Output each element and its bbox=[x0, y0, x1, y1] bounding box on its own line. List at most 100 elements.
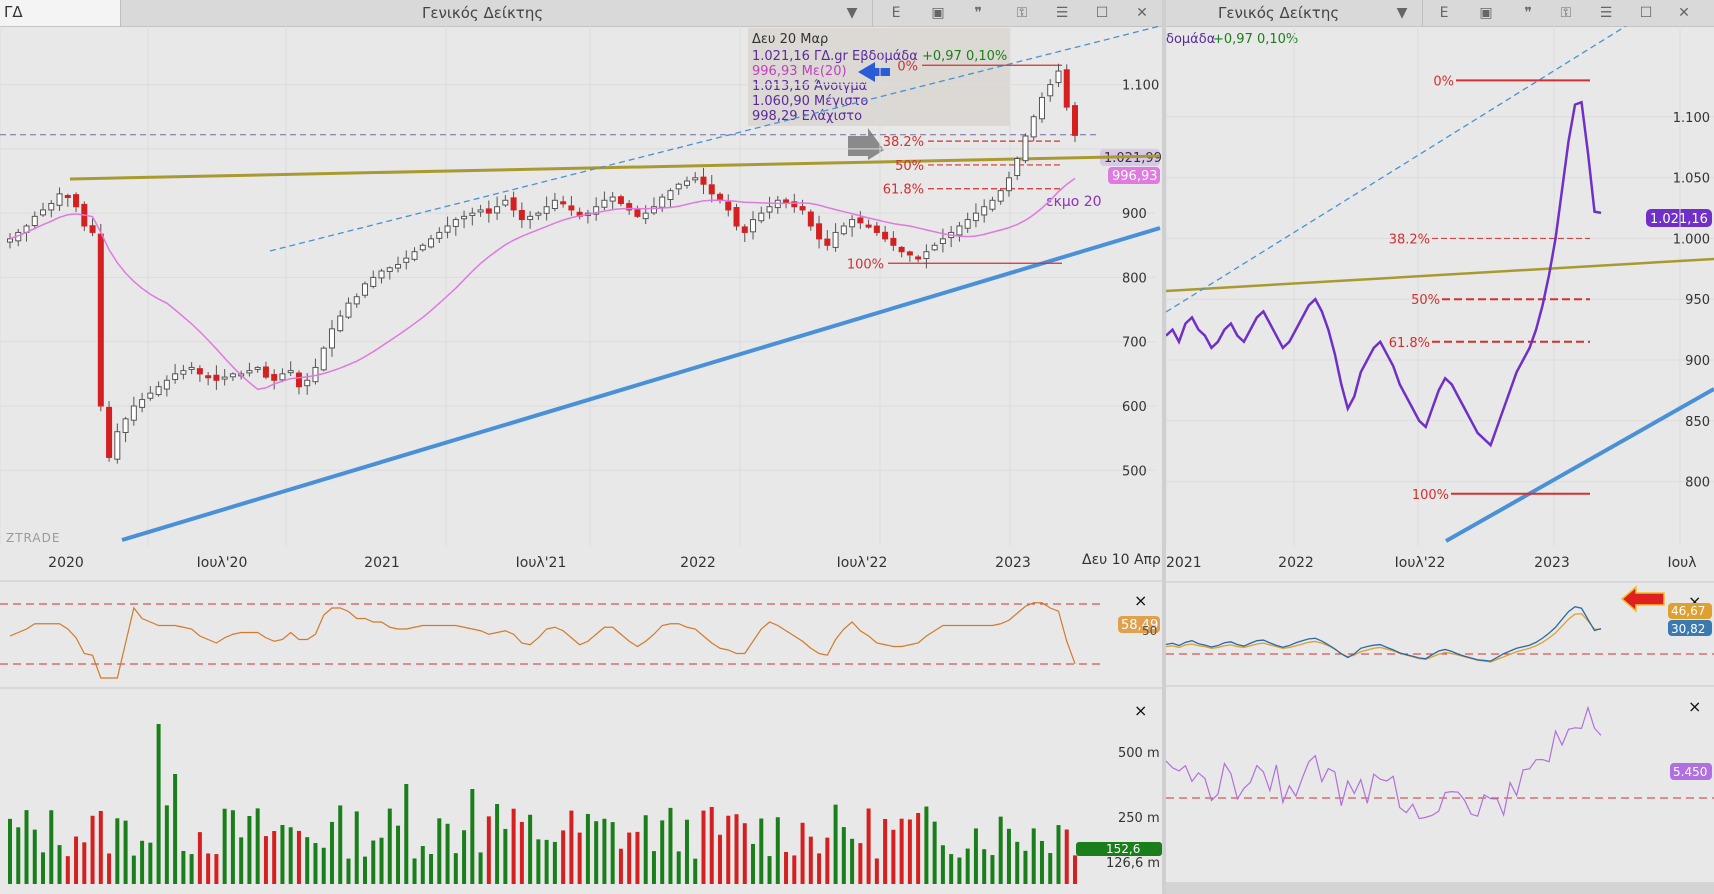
candle-body bbox=[617, 196, 624, 205]
info-open: 1.013,16 Άνοιγμα bbox=[752, 79, 867, 94]
volume-bar bbox=[387, 808, 392, 884]
chevron-down-icon[interactable]: ▼ bbox=[846, 5, 858, 21]
layout-icon[interactable]: ▣ bbox=[931, 5, 945, 21]
candle-body bbox=[997, 190, 1004, 202]
volume-bar bbox=[544, 839, 549, 884]
candle-body bbox=[518, 209, 525, 221]
volume-bar bbox=[24, 810, 29, 884]
blue-support-trendline bbox=[121, 226, 1161, 542]
candle-body bbox=[469, 212, 476, 216]
volume-bar bbox=[197, 832, 202, 884]
volume-close-icon[interactable]: × bbox=[1134, 701, 1147, 720]
window-divider[interactable] bbox=[1162, 0, 1166, 894]
maximize-icon[interactable]: ☐ bbox=[1095, 5, 1109, 21]
right-layout-icon[interactable]: ▣ bbox=[1479, 5, 1493, 21]
candle-body bbox=[609, 196, 616, 202]
gray-arrow-icon bbox=[848, 128, 884, 160]
fib-level-label: 61.8% bbox=[1389, 336, 1430, 351]
volume-bar bbox=[932, 821, 937, 884]
candle-body bbox=[700, 176, 707, 185]
info-change: +0,97 0,10% bbox=[922, 49, 1007, 64]
lock-icon[interactable]: ⚿ bbox=[1016, 5, 1028, 21]
volume-bar bbox=[16, 827, 21, 884]
right-chart-canvas[interactable]: δομάδα +0,97 0,10% 1.021,16 × 46,67 30,8… bbox=[1166, 26, 1714, 894]
candle-body bbox=[832, 231, 839, 248]
volume-bar bbox=[569, 810, 574, 884]
candle-body bbox=[337, 315, 344, 332]
right-edit-button[interactable]: E bbox=[1439, 5, 1449, 21]
bottom-scrollbar[interactable] bbox=[1166, 882, 1714, 894]
volume-bar bbox=[8, 818, 12, 884]
menu-icon[interactable]: ☰ bbox=[1055, 5, 1069, 21]
right-price-badge-bg bbox=[1646, 209, 1712, 227]
right-price-badge: 1.021,16 bbox=[1650, 212, 1708, 227]
candle-body bbox=[824, 238, 831, 246]
right-menu-icon[interactable]: ☰ bbox=[1599, 5, 1613, 21]
candle-body bbox=[139, 399, 146, 408]
volume-bar bbox=[792, 855, 797, 884]
volume-bar bbox=[82, 842, 87, 884]
candle-body bbox=[758, 212, 765, 222]
candle-body bbox=[642, 212, 649, 220]
candle-body bbox=[196, 368, 203, 375]
x-tick-label: 2021 bbox=[364, 555, 400, 571]
candle-body bbox=[213, 374, 220, 381]
right-maximize-icon[interactable]: ☐ bbox=[1639, 5, 1653, 21]
volume-bar bbox=[759, 818, 764, 884]
volume-bar bbox=[214, 854, 219, 884]
right-chevron-down-icon[interactable]: ▼ bbox=[1396, 5, 1408, 21]
symbol-tab[interactable]: ΓΔ bbox=[0, 0, 121, 26]
candle-body bbox=[304, 379, 311, 387]
right-comment-icon[interactable]: ❞ bbox=[1524, 5, 1532, 21]
close-icon[interactable]: ✕ bbox=[1136, 5, 1148, 21]
volume-bar bbox=[866, 808, 871, 884]
volume-bar bbox=[635, 831, 640, 884]
fib-level-label: 50% bbox=[895, 159, 924, 174]
volume-bar bbox=[742, 823, 747, 884]
left-chart-window: ΓΔ Γενικός Δείκτης ▼ E ▣ ❞ ⚿ ☰ ☐ ✕ Δευ 2… bbox=[0, 0, 1162, 894]
volume-bar bbox=[858, 843, 863, 884]
candle-body bbox=[667, 190, 674, 200]
candle-body bbox=[717, 193, 723, 201]
right-vol-close-icon[interactable]: × bbox=[1688, 697, 1701, 716]
volume-bar bbox=[1039, 840, 1044, 884]
volume-bar bbox=[65, 856, 70, 884]
rsi-badge: 58,49 bbox=[1121, 618, 1158, 633]
volume-label-500: 500 m bbox=[1118, 746, 1160, 761]
right-lock-icon[interactable]: ⚿ bbox=[1560, 5, 1572, 21]
volume-bar bbox=[107, 853, 112, 884]
volume-bar bbox=[1073, 855, 1077, 884]
volume-bar bbox=[272, 831, 277, 884]
right-close-icon[interactable]: ✕ bbox=[1678, 5, 1690, 21]
y-tick-label: 800 bbox=[1685, 476, 1710, 491]
candle-body bbox=[560, 201, 567, 205]
volume-bar bbox=[140, 840, 145, 884]
edit-button[interactable]: E bbox=[891, 5, 901, 21]
volume-bar bbox=[49, 810, 54, 884]
osc-badge2: 30,82 bbox=[1671, 622, 1705, 636]
ma-badge: 996,93 bbox=[1112, 169, 1158, 184]
volume-bar bbox=[420, 846, 425, 884]
candle-body bbox=[386, 267, 393, 272]
volume-bar bbox=[1006, 828, 1011, 884]
fib-level-label: 61.8% bbox=[883, 183, 924, 198]
x-tick-label: Ιουλ'21 bbox=[516, 555, 567, 571]
osc-signal-line bbox=[1166, 613, 1602, 663]
candle-body bbox=[510, 197, 517, 211]
osc-badge2-bg bbox=[1668, 620, 1712, 636]
left-chart-canvas[interactable]: Δευ 20 Μαρ 1.021,16 ΓΔ.gr Εβδομάδα +0,97… bbox=[0, 26, 1162, 894]
candle-body bbox=[708, 184, 715, 195]
right-chart-window: Γενικός Δείκτης ▼ E ▣ ❞ ⚿ ☰ ☐ ✕ δομάδα +… bbox=[1166, 0, 1714, 894]
volume-bar bbox=[280, 824, 285, 884]
candle-body bbox=[436, 231, 443, 239]
candle-body bbox=[106, 406, 113, 458]
candle-body bbox=[229, 373, 236, 378]
volume-bar bbox=[123, 820, 128, 884]
candle-body bbox=[221, 376, 228, 380]
candle-body bbox=[188, 366, 195, 370]
volume-bar bbox=[206, 853, 211, 884]
volume-bar bbox=[701, 810, 706, 884]
comment-icon[interactable]: ❞ bbox=[974, 5, 982, 21]
rsi-close-icon[interactable]: × bbox=[1134, 591, 1147, 610]
candle-body bbox=[675, 183, 682, 190]
